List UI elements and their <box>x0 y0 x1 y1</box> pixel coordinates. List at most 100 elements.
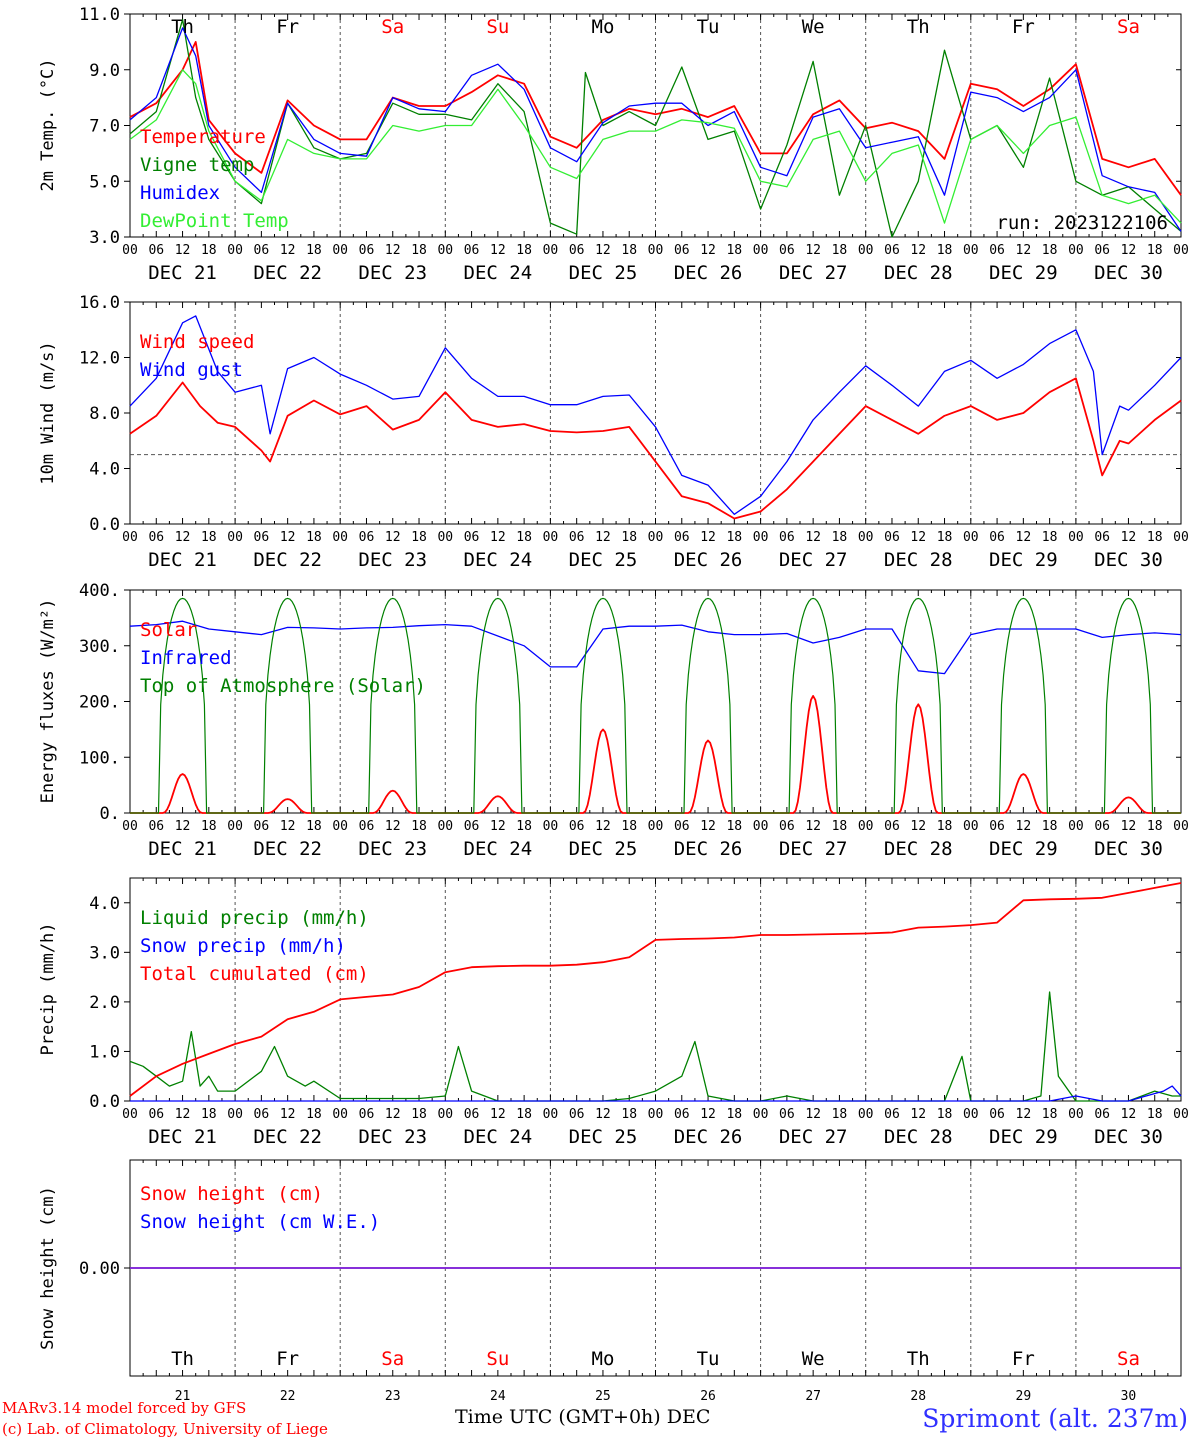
weekday-label: Mo <box>592 1348 615 1370</box>
series-line-top-of-atmosphere-solar <box>130 597 1181 814</box>
hour-label: 06 <box>674 819 690 834</box>
hour-label: 12 <box>805 243 821 258</box>
hour-label: 18 <box>516 243 532 258</box>
date-label: DEC 30 <box>1094 262 1163 284</box>
hour-label: 06 <box>884 530 900 545</box>
hour-label: 06 <box>464 530 480 545</box>
date-label: DEC 26 <box>674 1126 743 1148</box>
hour-label: 12 <box>910 243 926 258</box>
legend-entry-snow-height-cm-w-e: Snow height (cm W.E.) <box>140 1211 380 1233</box>
hour-label: 12 <box>175 243 191 258</box>
date-label: DEC 28 <box>884 838 953 860</box>
series-line-infrared <box>129 620 1182 675</box>
date-label: DEC 30 <box>1094 549 1163 571</box>
hour-label: 18 <box>411 243 427 258</box>
hour-label: 00 <box>122 243 138 258</box>
hour-label: 06 <box>674 1107 690 1122</box>
run-label: run: 2023122106 <box>996 212 1168 234</box>
hour-label: 12 <box>490 819 506 834</box>
date-label: DEC 25 <box>569 838 638 860</box>
y-tick-label: 11.0 <box>79 5 120 25</box>
date-label: DEC 30 <box>1094 1126 1163 1148</box>
hour-label: 12 <box>490 530 506 545</box>
hour-label: 00 <box>227 530 243 545</box>
hour-label: 12 <box>595 819 611 834</box>
y-tick-label: 3.0 <box>89 943 120 963</box>
hour-label: 00 <box>648 819 664 834</box>
y-tick-label: 300. <box>79 637 120 657</box>
hour-label: 00 <box>227 243 243 258</box>
weekday-label: Sa <box>381 16 404 38</box>
hour-label: 06 <box>569 530 585 545</box>
weekday-label: Th <box>907 1348 930 1370</box>
hour-label: 12 <box>1121 1107 1137 1122</box>
hour-label: 00 <box>437 1107 453 1122</box>
hour-label: 06 <box>359 819 375 834</box>
hour-label: 00 <box>227 1107 243 1122</box>
hour-label: 06 <box>989 243 1005 258</box>
hour-label: 12 <box>1016 819 1032 834</box>
hour-label: 18 <box>726 1107 742 1122</box>
hour-label: 18 <box>832 1107 848 1122</box>
hour-label: 18 <box>621 243 637 258</box>
date-label: DEC 27 <box>779 549 848 571</box>
hour-label: 00 <box>1173 243 1189 258</box>
hour-label: 18 <box>411 1107 427 1122</box>
legend-entry-wind-speed: Wind speed <box>140 331 254 353</box>
panel-frame <box>129 589 1182 814</box>
hour-label: 00 <box>858 1107 874 1122</box>
y-tick-label: 0.00 <box>79 1259 120 1279</box>
hour-label: 06 <box>1094 819 1110 834</box>
hour-label: 06 <box>1094 530 1110 545</box>
weekday-label: We <box>802 1348 825 1370</box>
hour-label: 12 <box>700 819 716 834</box>
hour-label: 00 <box>858 243 874 258</box>
date-label: DEC 24 <box>464 1126 533 1148</box>
hour-label: 00 <box>122 530 138 545</box>
weekday-label: Fr <box>1012 16 1035 38</box>
hour-label: 00 <box>543 243 559 258</box>
hour-label: 18 <box>1042 819 1058 834</box>
y-tick-label: 400. <box>79 581 120 601</box>
date-label: DEC 23 <box>358 549 427 571</box>
hour-label: 00 <box>227 819 243 834</box>
hour-label: 18 <box>937 530 953 545</box>
hour-label: 12 <box>175 1107 191 1122</box>
hour-label: 18 <box>726 819 742 834</box>
weekday-label: Fr <box>276 16 299 38</box>
weekday-label: Th <box>171 1348 194 1370</box>
hour-label: 18 <box>1042 1107 1058 1122</box>
hour-label: 00 <box>648 1107 664 1122</box>
date-label: DEC 21 <box>148 1126 217 1148</box>
hour-label: 00 <box>332 530 348 545</box>
hour-label: 12 <box>280 530 296 545</box>
date-label: DEC 27 <box>779 838 848 860</box>
hour-label: 12 <box>1016 243 1032 258</box>
day-number-label: 23 <box>385 1389 401 1404</box>
hour-label: 12 <box>490 1107 506 1122</box>
hour-label: 12 <box>910 819 926 834</box>
date-label: DEC 24 <box>464 838 533 860</box>
hour-label: 18 <box>937 243 953 258</box>
y-tick-label: 3.0 <box>89 228 120 248</box>
hour-label: 06 <box>569 819 585 834</box>
hour-label: 18 <box>411 530 427 545</box>
hour-label: 00 <box>122 1107 138 1122</box>
legend-entry-total-cumulated-cm: Total cumulated (cm) <box>140 963 369 985</box>
hour-label: 18 <box>516 1107 532 1122</box>
hour-label: 06 <box>1094 243 1110 258</box>
day-number-label: 21 <box>175 1389 191 1404</box>
hour-label: 06 <box>1094 1107 1110 1122</box>
hour-label: 12 <box>1121 530 1137 545</box>
y-tick-label: 4.0 <box>89 894 120 914</box>
y-tick-label: 0.0 <box>89 515 120 535</box>
hour-label: 06 <box>464 819 480 834</box>
legend-entry-vigne-temp: Vigne temp <box>140 154 254 176</box>
hour-label: 18 <box>726 243 742 258</box>
hour-label: 12 <box>385 530 401 545</box>
hour-label: 12 <box>700 243 716 258</box>
station-name: Sprimont (alt. 237m) <box>922 1404 1188 1433</box>
y-tick-label: 12.0 <box>79 349 120 369</box>
hour-label: 18 <box>201 530 217 545</box>
legend-entry-humidex: Humidex <box>140 182 220 204</box>
